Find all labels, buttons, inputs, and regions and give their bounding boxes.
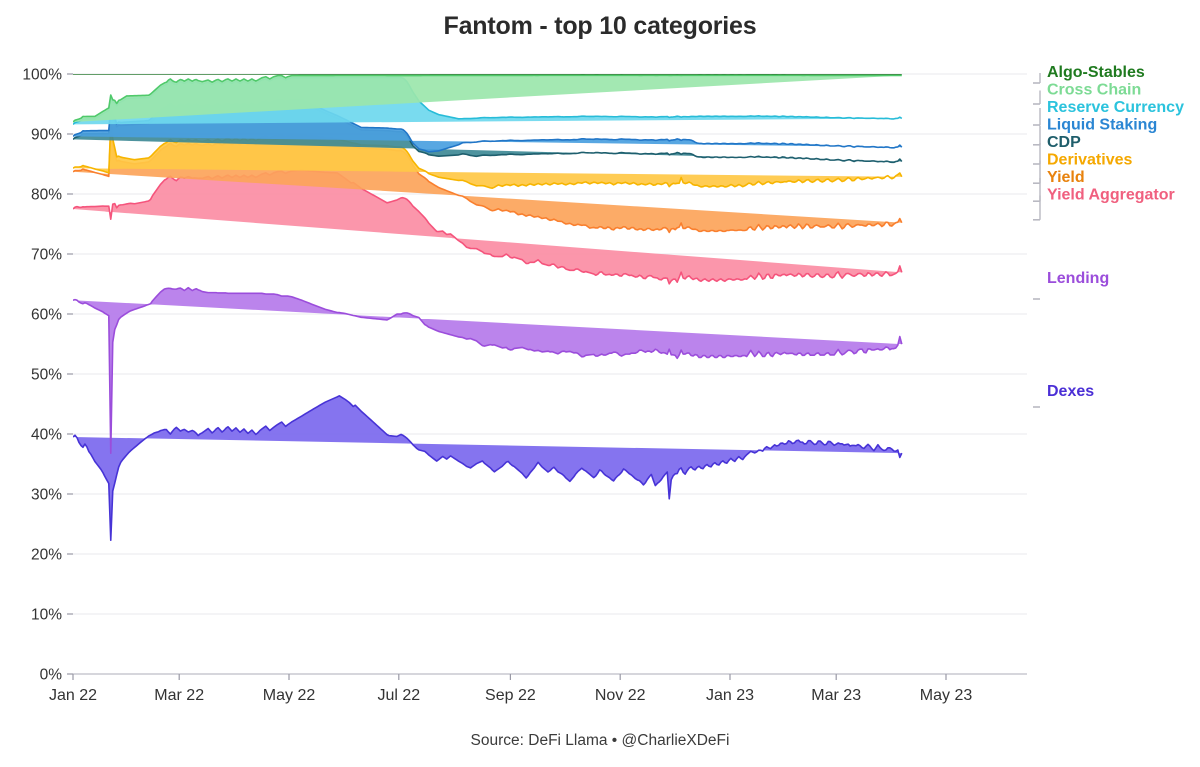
area-line-lending xyxy=(73,286,903,454)
legend-item-yield-aggregator[interactable]: Yield Aggregator xyxy=(1047,187,1175,204)
y-tick-label: 100% xyxy=(22,67,62,84)
y-tick-label: 60% xyxy=(31,307,62,324)
axes: 0% 10% 20% 30% 40% 50% 60% 70% 80% 90% 100% Jan 22 M… xyxy=(22,67,1027,704)
legend-item-algo-stables[interactable]: Algo-Stables xyxy=(1047,64,1145,81)
legend-item-dexes[interactable]: Dexes xyxy=(1047,383,1094,400)
source-note: Source: DeFi Llama • @CharlieXDeFi xyxy=(470,732,730,749)
y-tick-label: 70% xyxy=(31,247,62,264)
y-tick-label: 80% xyxy=(31,187,62,204)
legend-item-yield[interactable]: Yield xyxy=(1047,169,1085,186)
x-tick-label: May 23 xyxy=(920,687,973,704)
y-tick-label: 0% xyxy=(40,667,63,684)
y-tick-label: 90% xyxy=(31,127,62,144)
x-tick-label: Jul 22 xyxy=(377,687,420,704)
y-tick-label: 30% xyxy=(31,487,62,504)
x-tick-label: Sep 22 xyxy=(485,687,536,704)
legend-item-liquid-staking[interactable]: Liquid Staking xyxy=(1047,117,1157,134)
legend-item-reserve-currency[interactable]: Reserve Currency xyxy=(1047,99,1184,116)
page-title: Fantom - top 10 categories xyxy=(443,12,757,40)
area-line-dexes xyxy=(73,395,903,541)
area-line-cross-chain xyxy=(73,74,902,123)
area-dexes xyxy=(73,395,902,541)
legend-item-derivatives[interactable]: Derivatives xyxy=(1047,152,1132,169)
x-tick-label: Jan 23 xyxy=(706,687,754,704)
area-yield-aggregator xyxy=(73,170,902,284)
area-cross-chain xyxy=(73,75,902,122)
y-tick-label: 10% xyxy=(31,607,62,624)
y-tick-label: 20% xyxy=(31,547,62,564)
x-tick-label: Mar 23 xyxy=(811,687,861,704)
area-layers xyxy=(73,74,903,541)
x-tick-label: Mar 22 xyxy=(154,687,204,704)
y-tick-label: 40% xyxy=(31,427,62,444)
x-tick-label: Nov 22 xyxy=(595,687,646,704)
x-tick-label: Jan 22 xyxy=(49,687,97,704)
legend-item-lending[interactable]: Lending xyxy=(1047,270,1109,287)
legend-item-cdp[interactable]: CDP xyxy=(1047,134,1081,151)
area-lending xyxy=(73,287,902,454)
x-tick-label: May 22 xyxy=(263,687,316,704)
legend-item-cross-chain[interactable]: Cross Chain xyxy=(1047,82,1141,99)
y-tick-label: 50% xyxy=(31,367,62,384)
